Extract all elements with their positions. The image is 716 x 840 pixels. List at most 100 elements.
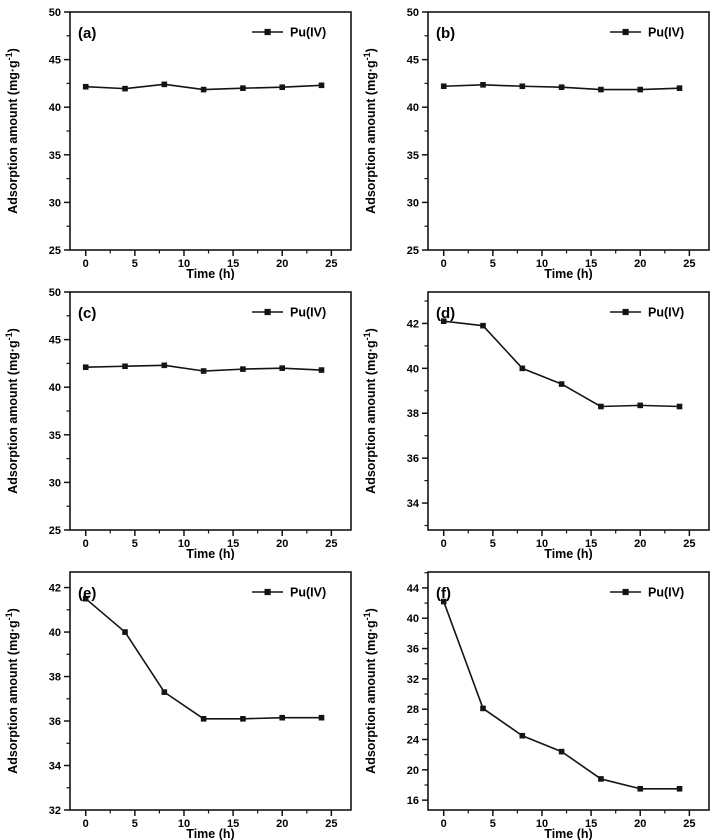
y-tick-label: 40: [407, 102, 419, 114]
y-tick-label: 40: [49, 627, 61, 639]
y-axis-label-close: ): [6, 608, 20, 612]
y-axis-label: Adsorption amount (mg·g-1): [362, 328, 378, 494]
x-tick-label: 0: [83, 538, 89, 550]
plot-frame: [427, 571, 710, 811]
y-tick-label: 34: [407, 498, 420, 510]
y-axis-label-superscript: -1: [362, 612, 372, 620]
x-tick-label: 0: [441, 538, 447, 550]
y-axis-label-close: ): [364, 608, 378, 612]
y-axis-label-superscript: -1: [362, 52, 372, 60]
data-point-marker: [318, 367, 325, 373]
y-tick-label: 16: [407, 795, 419, 807]
y-tick-label: 32: [407, 674, 419, 686]
y-tick-label: 38: [407, 408, 419, 420]
y-tick-label: 40: [407, 363, 419, 375]
y-tick-label: 34: [49, 761, 62, 773]
x-tick-label: 20: [634, 538, 646, 550]
legend-label: Pu(IV): [290, 306, 326, 320]
y-axis-label-main: Adsorption amount (mg·g: [6, 620, 20, 773]
legend-label: Pu(IV): [290, 586, 326, 600]
y-axis-label-close: ): [6, 48, 20, 52]
plot-frame: [69, 571, 352, 811]
data-point-marker: [82, 83, 89, 90]
legend-label: Pu(IV): [648, 26, 684, 40]
panel-f: 0 5 10 15 20 25 16 20 24 28 32 36 40 44 (f) Pu(IV) Time …: [358, 560, 716, 840]
y-axis-label-superscript: -1: [4, 52, 14, 60]
data-point-marker: [318, 714, 325, 721]
x-tick-label: 10: [536, 258, 548, 270]
x-tick-label: 15: [227, 818, 239, 830]
data-point-marker: [440, 83, 447, 90]
data-point-marker: [637, 86, 644, 93]
data-point-marker: [240, 366, 246, 372]
x-tick-label: 10: [536, 538, 548, 550]
legend-marker-icon: [622, 28, 629, 36]
y-tick-label: 50: [49, 7, 61, 19]
x-tick-label: 15: [585, 818, 597, 830]
data-point-marker: [676, 403, 683, 410]
x-tick-label: 20: [276, 538, 288, 550]
y-axis-label-main: Adsorption amount (mg·g: [6, 60, 20, 213]
panel-a: 0 5 10 15 20 25 25 30 35 40 45 50 (a) Pu(IV) Time (h) A…: [0, 0, 358, 280]
data-point-marker: [161, 81, 168, 88]
chart-svg-c: 0 5 10 15 20 25 25 30 35 40 45 50 (c) Pu(IV) Time (h) A…: [4, 287, 352, 560]
data-point-marker: [161, 689, 168, 695]
data-point-marker: [200, 368, 207, 374]
x-axis-label: Time (h): [544, 267, 592, 280]
data-point-marker: [122, 363, 128, 370]
panel-letter: (d): [436, 305, 455, 322]
x-tick-label: 25: [683, 258, 695, 270]
data-point-marker: [480, 705, 486, 712]
y-axis-label-superscript: -1: [4, 332, 14, 340]
x-axis-label: Time (h): [186, 547, 234, 560]
data-point-marker: [598, 403, 604, 410]
y-axis-label-close: ): [364, 328, 378, 332]
y-tick-label: 32: [49, 805, 61, 817]
y-tick-label: 35: [49, 150, 61, 162]
panel-letter: (e): [78, 585, 96, 602]
panel-b: 0 5 10 15 20 25 25 30 35 40 45 50 (b) Pu(IV) Time (h) A…: [358, 0, 716, 280]
panel-letter: (f): [436, 585, 451, 602]
x-tick-label: 10: [536, 818, 548, 830]
legend-label: Pu(IV): [648, 306, 684, 320]
y-tick-label: 50: [407, 7, 419, 19]
y-tick-label: 25: [49, 245, 61, 257]
x-tick-label: 15: [227, 538, 239, 550]
chart-svg-d: 0 5 10 15 20 25 34 36 38 40 42 (d) Pu(IV) Time (h) Ads…: [362, 291, 710, 560]
y-tick-label: 40: [407, 613, 419, 625]
legend-marker-icon: [264, 588, 271, 596]
x-tick-label: 20: [634, 258, 646, 270]
data-point-marker: [279, 365, 286, 371]
x-tick-label: 0: [441, 818, 447, 830]
data-point-marker: [122, 629, 128, 635]
panel-c: 0 5 10 15 20 25 25 30 35 40 45 50 (c) Pu(IV) Time (h) A…: [0, 280, 358, 560]
y-axis-label-close: ): [6, 328, 20, 332]
data-line-puiv: [442, 601, 680, 790]
data-point-marker: [637, 785, 644, 792]
plot-frame: [69, 11, 352, 251]
data-point-marker: [318, 82, 325, 89]
y-tick-label: 45: [49, 55, 61, 67]
data-point-marker: [637, 402, 644, 409]
x-tick-label: 25: [325, 538, 337, 550]
y-tick-label: 25: [407, 245, 419, 257]
data-point-marker: [558, 748, 565, 755]
panel-letter: (c): [78, 305, 96, 322]
x-axis-label: Time (h): [544, 547, 592, 560]
chart-svg-f: 0 5 10 15 20 25 16 20 24 28 32 36 40 44 (f) Pu(IV) Time …: [362, 571, 710, 840]
data-point-marker: [598, 776, 604, 782]
legend-label: Pu(IV): [648, 586, 684, 600]
data-point-marker: [82, 364, 89, 371]
y-axis-label: Adsorption amount (mg·g-1): [4, 328, 20, 494]
legend-marker-icon: [264, 28, 271, 36]
y-tick-label: 44: [407, 583, 420, 595]
y-tick-label: 50: [49, 287, 61, 299]
x-tick-label: 5: [490, 258, 496, 270]
y-tick-label: 38: [49, 672, 61, 684]
x-tick-label: 10: [178, 258, 190, 270]
y-tick-label: 28: [407, 704, 419, 716]
x-tick-label: 15: [585, 538, 597, 550]
y-axis-label-main: Adsorption amount (mg·g: [364, 60, 378, 213]
x-tick-label: 20: [276, 258, 288, 270]
x-tick-label: 0: [83, 818, 89, 830]
